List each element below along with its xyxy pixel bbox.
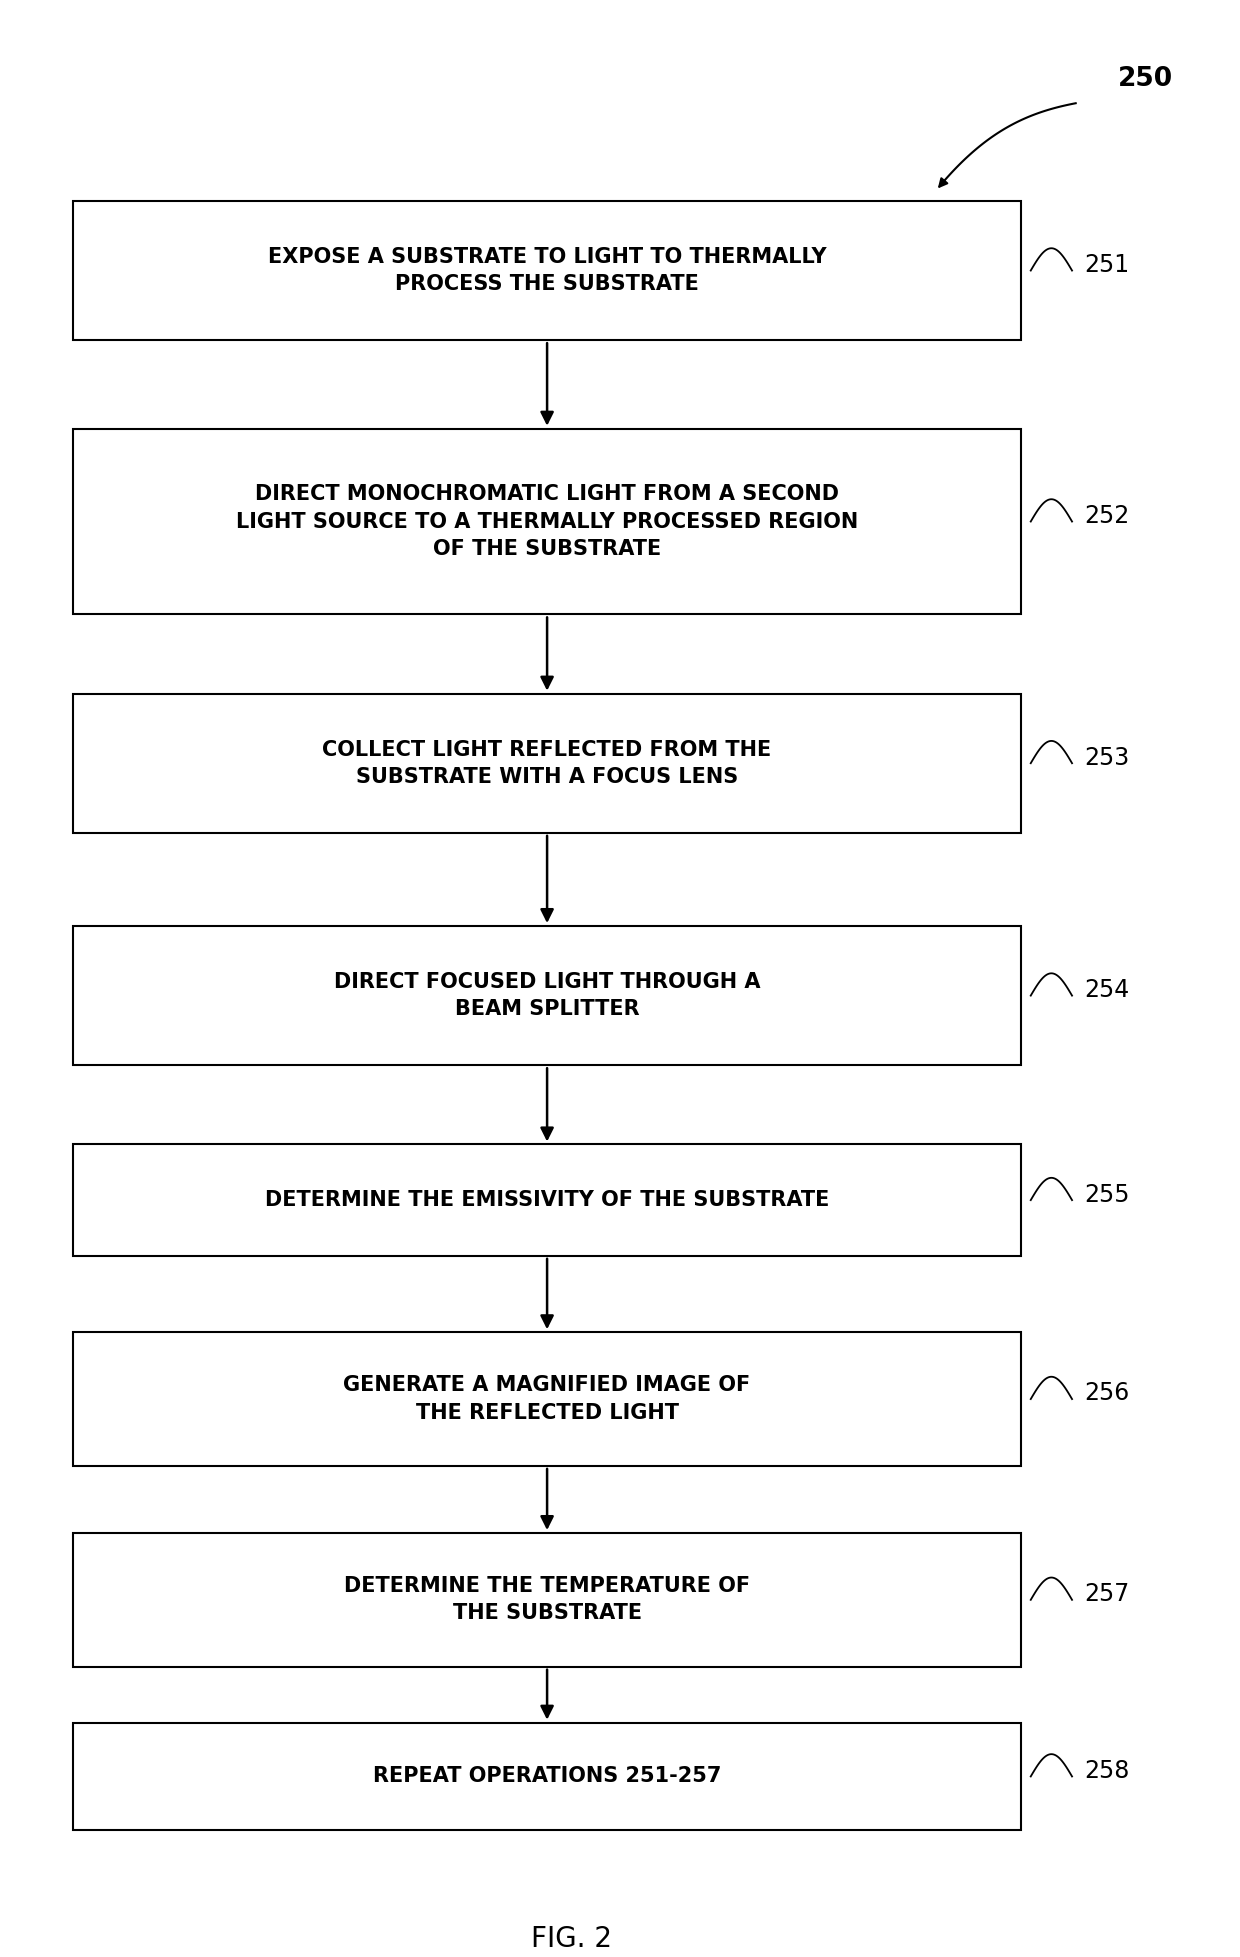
FancyBboxPatch shape xyxy=(73,1532,1021,1667)
Text: 252: 252 xyxy=(1084,505,1130,528)
Text: 255: 255 xyxy=(1084,1182,1130,1207)
FancyBboxPatch shape xyxy=(73,1333,1021,1466)
Text: COLLECT LIGHT REFLECTED FROM THE
SUBSTRATE WITH A FOCUS LENS: COLLECT LIGHT REFLECTED FROM THE SUBSTRA… xyxy=(322,740,771,787)
Text: 251: 251 xyxy=(1084,252,1130,278)
Text: DETERMINE THE TEMPERATURE OF
THE SUBSTRATE: DETERMINE THE TEMPERATURE OF THE SUBSTRA… xyxy=(343,1575,750,1624)
FancyBboxPatch shape xyxy=(73,429,1021,614)
FancyBboxPatch shape xyxy=(73,926,1021,1065)
Text: EXPOSE A SUBSTRATE TO LIGHT TO THERMALLY
PROCESS THE SUBSTRATE: EXPOSE A SUBSTRATE TO LIGHT TO THERMALLY… xyxy=(268,247,826,294)
FancyBboxPatch shape xyxy=(73,1145,1021,1256)
Text: 256: 256 xyxy=(1084,1382,1130,1405)
Text: 250: 250 xyxy=(1118,67,1173,92)
Text: 258: 258 xyxy=(1084,1759,1130,1783)
Text: REPEAT OPERATIONS 251-257: REPEAT OPERATIONS 251-257 xyxy=(373,1767,722,1787)
Text: DETERMINE THE EMISSIVITY OF THE SUBSTRATE: DETERMINE THE EMISSIVITY OF THE SUBSTRAT… xyxy=(265,1190,830,1209)
Text: DIRECT FOCUSED LIGHT THROUGH A
BEAM SPLITTER: DIRECT FOCUSED LIGHT THROUGH A BEAM SPLI… xyxy=(334,973,760,1020)
Text: DIRECT MONOCHROMATIC LIGHT FROM A SECOND
LIGHT SOURCE TO A THERMALLY PROCESSED R: DIRECT MONOCHROMATIC LIGHT FROM A SECOND… xyxy=(236,483,858,560)
Text: GENERATE A MAGNIFIED IMAGE OF
THE REFLECTED LIGHT: GENERATE A MAGNIFIED IMAGE OF THE REFLEC… xyxy=(343,1376,750,1423)
FancyBboxPatch shape xyxy=(73,693,1021,834)
FancyBboxPatch shape xyxy=(73,202,1021,341)
FancyBboxPatch shape xyxy=(73,1722,1021,1830)
Text: 254: 254 xyxy=(1084,978,1130,1002)
Text: 253: 253 xyxy=(1084,746,1130,769)
Text: FIG. 2: FIG. 2 xyxy=(531,1926,611,1953)
Text: 257: 257 xyxy=(1084,1583,1130,1607)
